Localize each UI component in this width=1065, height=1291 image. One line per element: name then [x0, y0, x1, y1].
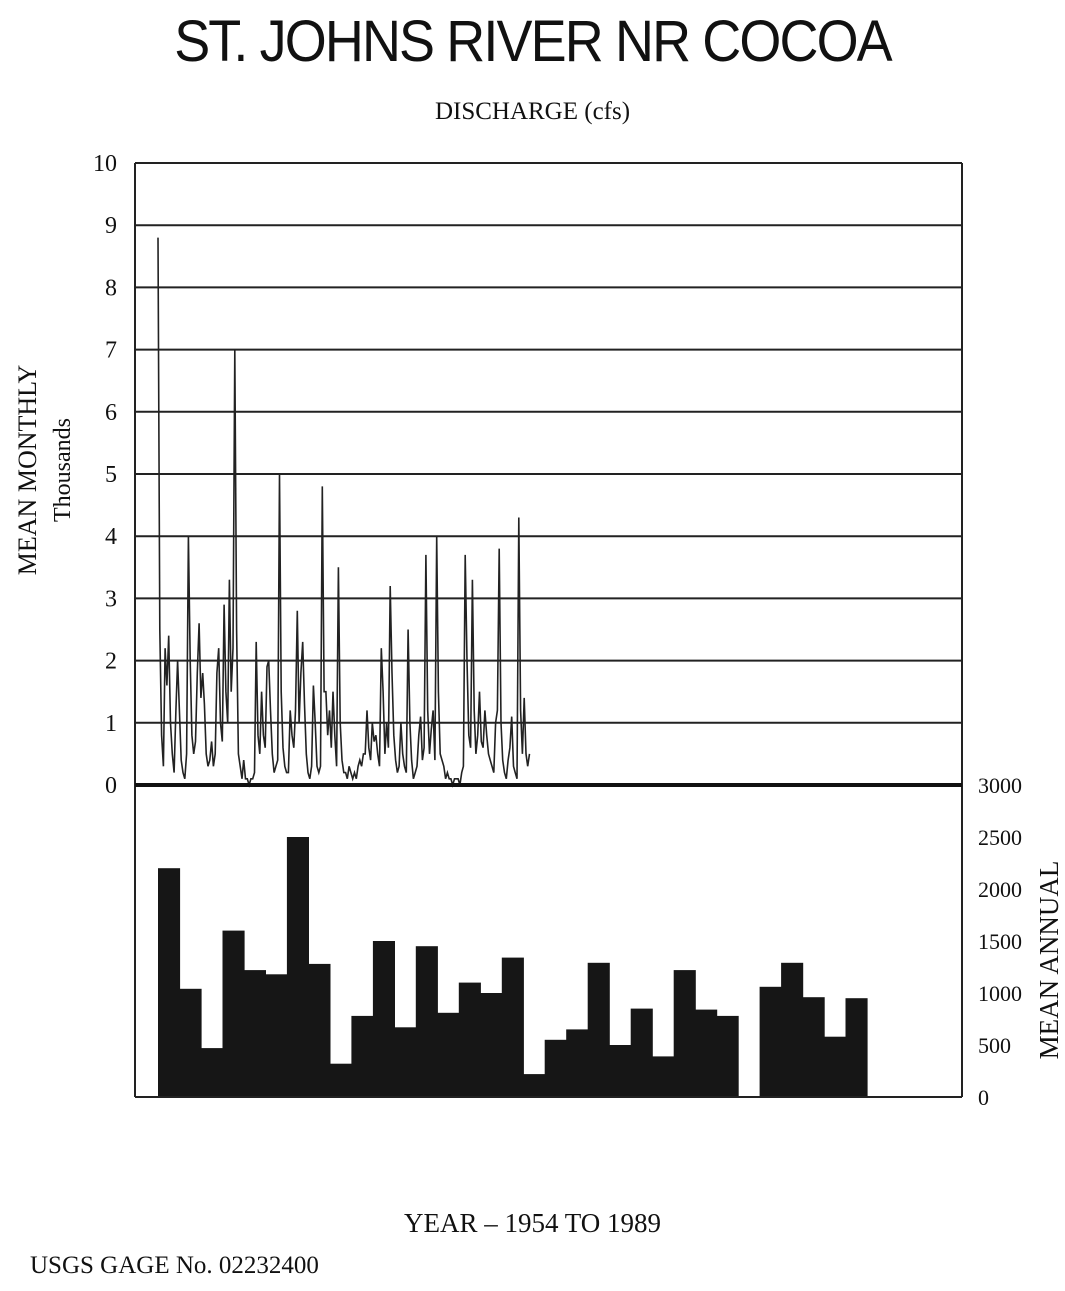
annual-bar: [566, 1029, 589, 1097]
annual-bar: [372, 941, 395, 1097]
annual-bar: [286, 837, 309, 1097]
annual-bar: [480, 993, 503, 1097]
chart-subtitle: DISCHARGE (cfs): [434, 98, 631, 125]
left-axis-sublabel: Thousands: [50, 418, 76, 522]
y-tick-label: 2: [105, 649, 117, 675]
gridlines: [135, 162, 962, 724]
y-tick-label: 3: [105, 586, 117, 612]
annual-bar: [179, 988, 202, 1097]
annual-bar: [759, 986, 782, 1097]
y2-tick-label: 1000: [978, 981, 1022, 1006]
annual-bar: [523, 1074, 546, 1097]
y-tick-label: 4: [105, 524, 117, 550]
y2-tick-label: 2000: [978, 877, 1022, 902]
annual-bar: [243, 970, 266, 1097]
y2-tick-label: 500: [978, 1033, 1011, 1058]
y-tick-label: 1: [105, 711, 117, 737]
annual-bar: [824, 1036, 847, 1097]
annual-bar: [544, 1039, 567, 1097]
y2-tick-label: 2500: [978, 825, 1022, 850]
right-axis-label: MEAN ANNUAL: [1034, 861, 1064, 1060]
annual-bar: [222, 930, 245, 1097]
annual-bar: [351, 1015, 374, 1097]
y2-tick-label: 3000: [978, 773, 1022, 798]
annual-bar: [458, 982, 481, 1097]
annual-bar: [329, 1063, 352, 1097]
x-axis-label: YEAR – 1954 TO 1989: [403, 1208, 661, 1238]
annual-bars: [158, 837, 868, 1097]
annual-bar: [652, 1056, 675, 1097]
right-tick-labels: 0 500 1000 1500 2000 2500 3000: [978, 773, 1022, 1110]
annual-bar: [587, 962, 610, 1097]
left-axis-label: MEAN MONTHLY: [13, 365, 42, 576]
annual-bar: [308, 963, 331, 1097]
y-tick-label: 0: [105, 773, 117, 799]
y2-tick-label: 1500: [978, 929, 1022, 954]
y-tick-label: 5: [105, 462, 117, 488]
annual-bar: [845, 998, 868, 1097]
annual-bar: [437, 1012, 460, 1097]
annual-bar: [415, 946, 438, 1097]
annual-bar: [265, 974, 288, 1097]
gage-number: USGS GAGE No. 02232400: [30, 1252, 319, 1279]
annual-bar: [802, 997, 825, 1097]
plot-frame: [134, 163, 963, 1098]
annual-bar: [201, 1048, 224, 1097]
y-tick-label: 9: [105, 213, 117, 239]
annual-bar: [781, 962, 804, 1097]
annual-bar: [501, 957, 524, 1097]
annual-bar: [716, 1015, 739, 1097]
y-tick-label: 10: [93, 151, 117, 177]
annual-bar: [630, 1008, 653, 1097]
y-tick-label: 6: [105, 400, 117, 426]
y-tick-label: 7: [105, 338, 117, 364]
y-tick-label: 8: [105, 275, 117, 301]
annual-bar: [695, 1009, 718, 1097]
annual-bar: [394, 1027, 417, 1097]
left-tick-labels: 0 1 2 3 4 5 6 7 8 9 10: [93, 151, 117, 799]
annual-bar: [158, 868, 181, 1097]
y2-tick-label: 0: [978, 1085, 989, 1110]
monthly-discharge-line: [157, 237, 531, 788]
annual-bar: [609, 1045, 632, 1097]
chart-title: ST. JOHNS RIVER NR COCOA: [174, 9, 892, 74]
annual-bar: [673, 970, 696, 1097]
